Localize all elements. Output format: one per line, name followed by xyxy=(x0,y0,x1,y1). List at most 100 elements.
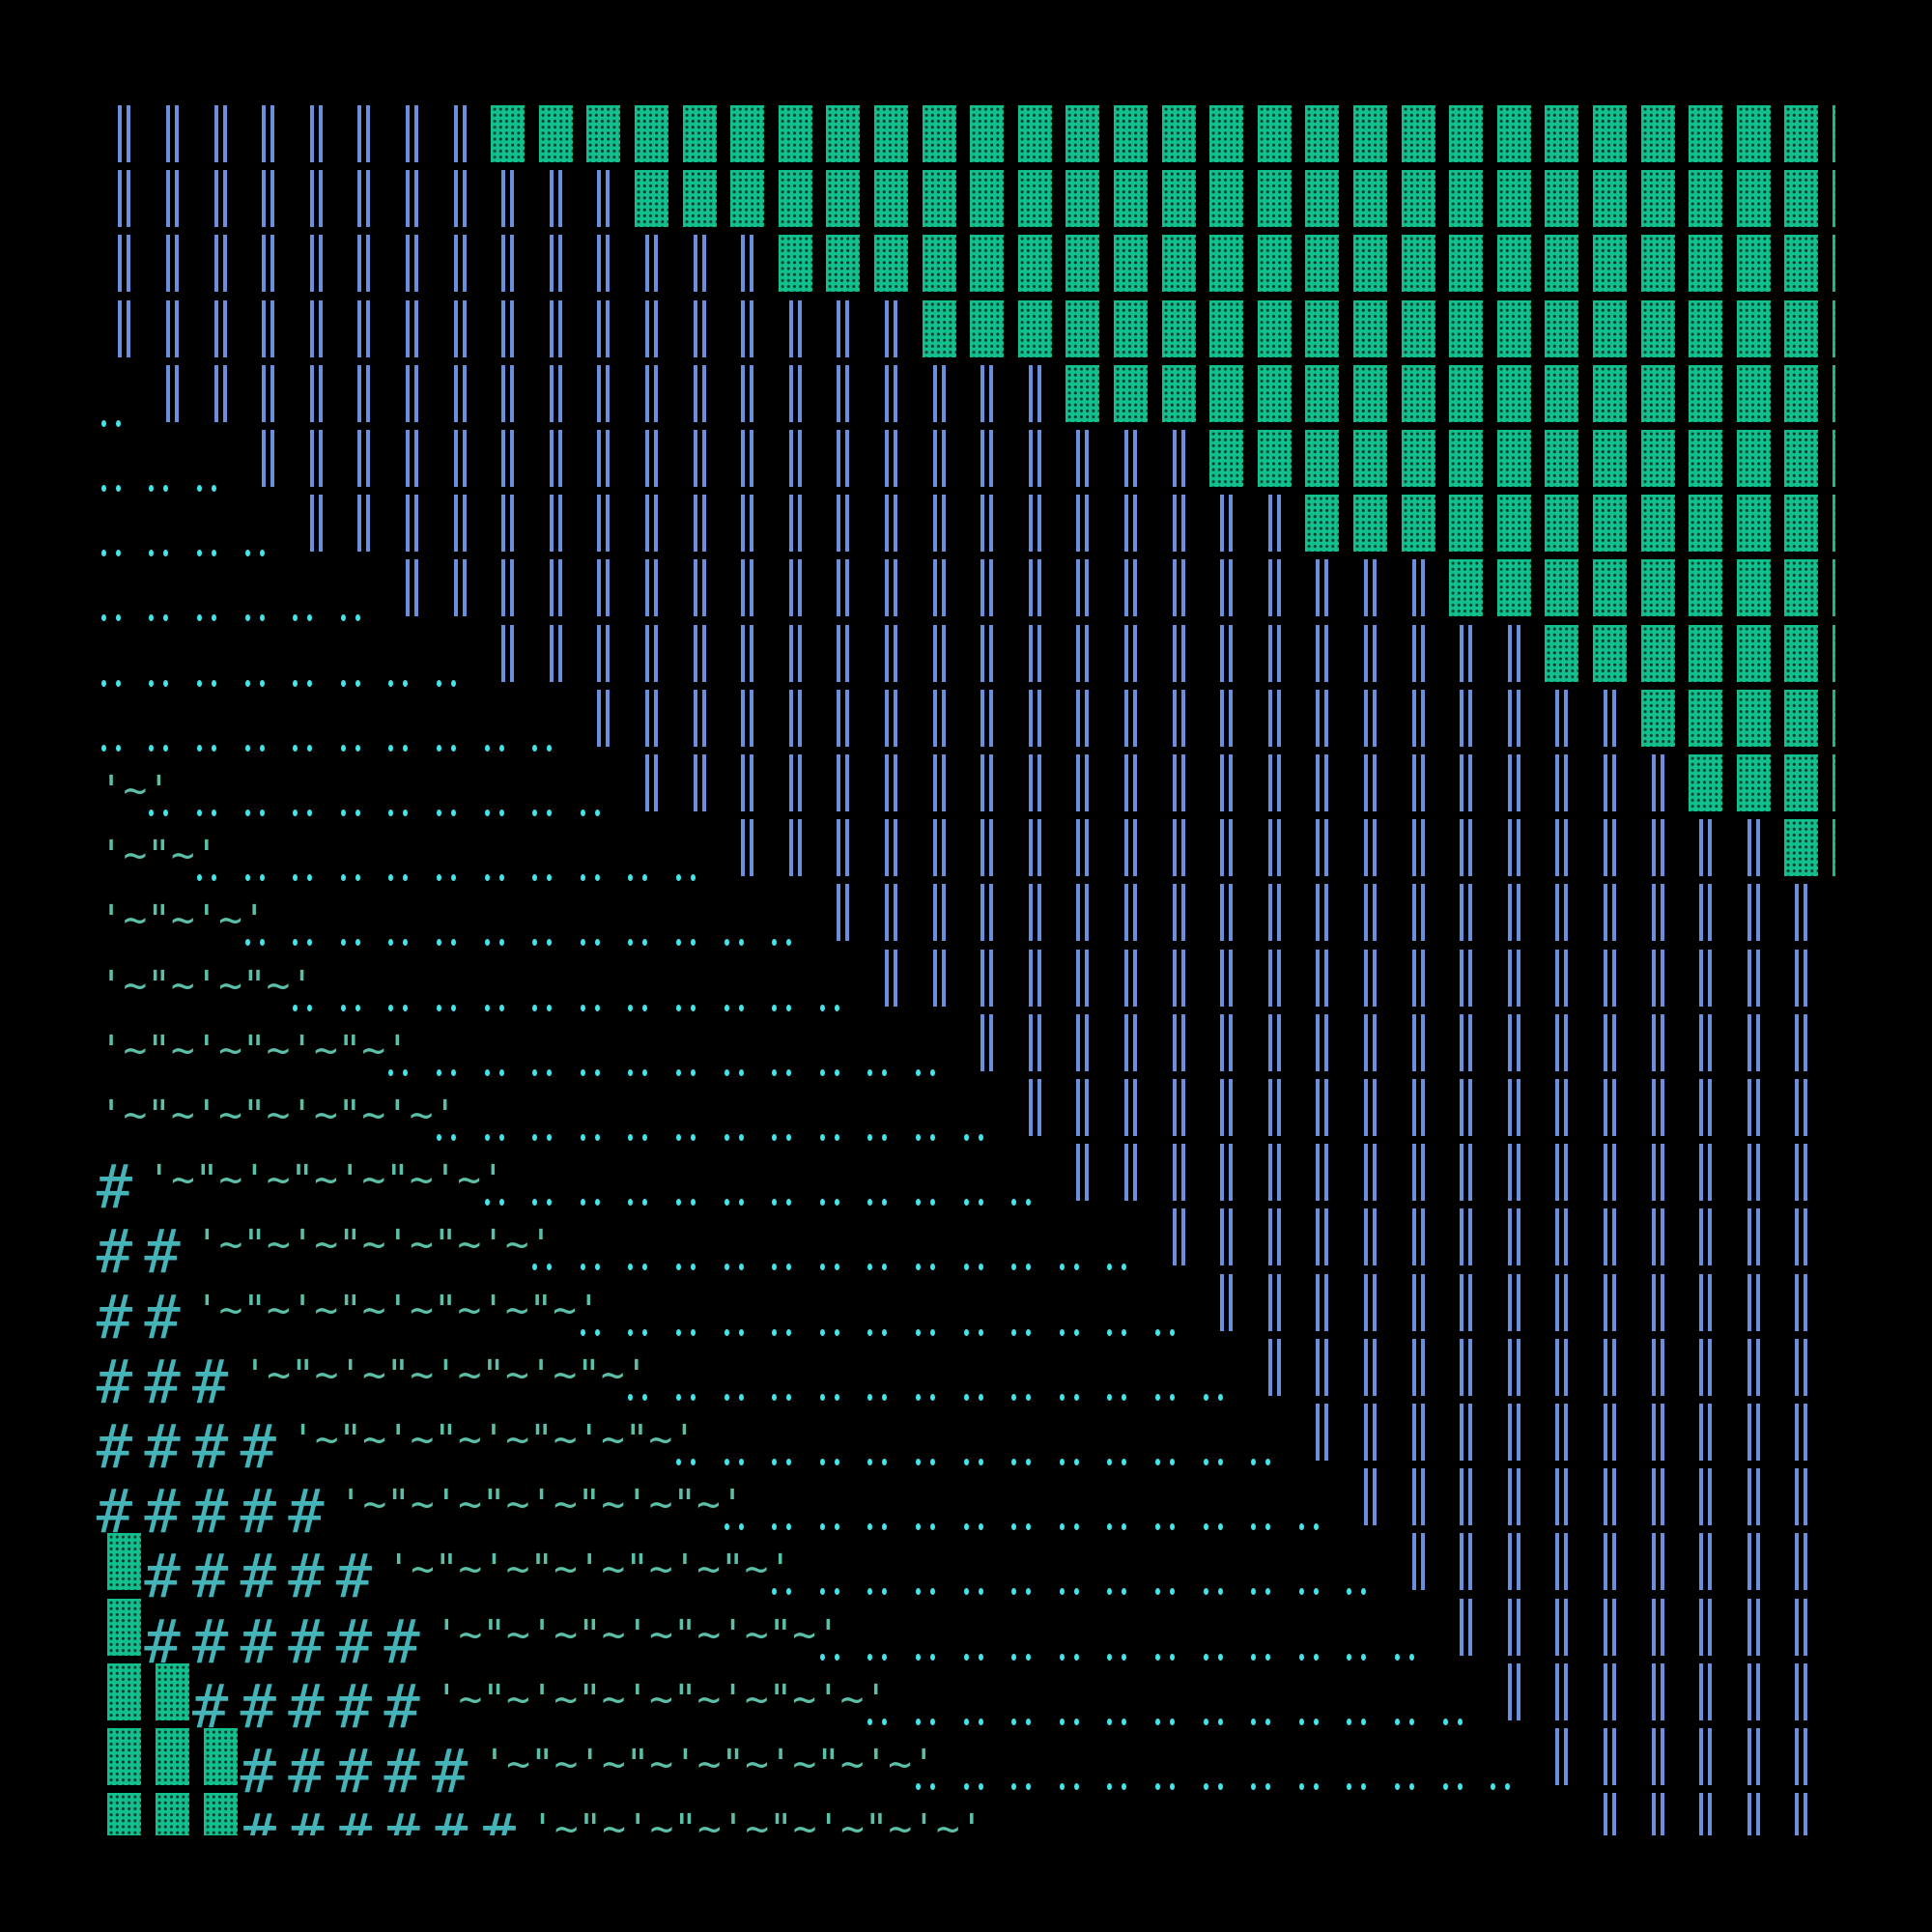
hash-glyph: # xyxy=(480,1806,516,1835)
double-bar-glyph xyxy=(1028,495,1041,553)
dots-glyph xyxy=(1073,1328,1079,1336)
block-glyph xyxy=(1689,624,1723,682)
double-bar-glyph xyxy=(1220,754,1234,811)
double-bar-glyph xyxy=(405,299,418,357)
double-bar-glyph xyxy=(980,495,994,553)
dots-glyph xyxy=(882,1718,888,1725)
dots-glyph xyxy=(1251,1459,1257,1465)
block-glyph xyxy=(1640,299,1675,357)
dots-glyph xyxy=(691,874,696,882)
dots-glyph xyxy=(498,1068,504,1076)
block-glyph xyxy=(1545,495,1579,553)
dots-glyph xyxy=(882,1199,888,1207)
dots-glyph xyxy=(532,874,538,882)
double-bar-glyph xyxy=(837,495,850,553)
double-bar-glyph xyxy=(1507,1338,1520,1396)
double-bar-glyph xyxy=(1267,689,1281,747)
dots-glyph xyxy=(642,1393,648,1401)
block-glyph xyxy=(970,170,1005,228)
block-glyph xyxy=(1352,105,1387,162)
tilde-glyph-string: '~"~'~"~'~"~' xyxy=(99,1026,410,1073)
dots-glyph xyxy=(1122,1393,1127,1401)
block-glyph xyxy=(1832,430,1835,487)
double-bar-glyph xyxy=(980,949,994,1007)
double-bar-glyph xyxy=(1172,1144,1185,1202)
dots-glyph xyxy=(340,614,346,622)
block-glyph xyxy=(1496,559,1531,617)
dots-glyph xyxy=(437,679,441,687)
block-glyph xyxy=(107,1533,142,1591)
double-bar-glyph xyxy=(884,884,897,942)
double-bar-glyph xyxy=(1123,430,1137,487)
double-bar-glyph xyxy=(1267,1013,1281,1071)
double-bar-glyph xyxy=(1363,689,1377,747)
tilde-glyph-string: '~"~'~"~'~"~'~"~' xyxy=(195,1286,601,1333)
double-bar-glyph xyxy=(693,559,706,617)
double-bar-glyph xyxy=(884,624,897,682)
double-bar-glyph xyxy=(262,235,275,293)
double-bar-glyph xyxy=(1220,1013,1234,1071)
double-bar-glyph xyxy=(1699,1793,1713,1835)
double-bar-glyph xyxy=(1172,430,1185,487)
block-glyph xyxy=(1592,105,1627,162)
dots-glyph xyxy=(724,1523,729,1531)
block-glyph xyxy=(1496,495,1531,553)
dots-glyph xyxy=(738,1523,744,1531)
dots-glyph xyxy=(978,1718,983,1725)
dots-glyph xyxy=(834,1523,839,1531)
double-bar-glyph xyxy=(1076,1013,1090,1071)
block-glyph xyxy=(1161,105,1196,162)
double-bar-glyph xyxy=(1123,624,1137,682)
dots-glyph xyxy=(1026,1653,1032,1661)
dots-glyph xyxy=(100,744,106,752)
block-glyph xyxy=(1209,430,1244,487)
double-bar-glyph xyxy=(1460,689,1473,747)
double-bar-glyph xyxy=(118,170,131,228)
block-glyph xyxy=(1640,495,1675,553)
double-bar-glyph xyxy=(1555,1273,1569,1331)
double-bar-glyph xyxy=(1172,624,1185,682)
dots-glyph xyxy=(1155,1653,1160,1661)
dots-glyph xyxy=(676,1264,681,1271)
double-bar-glyph xyxy=(1507,949,1520,1007)
dots-glyph xyxy=(547,1068,553,1076)
double-bar-glyph xyxy=(1076,819,1090,877)
dots-glyph xyxy=(403,939,409,947)
dots-glyph xyxy=(498,874,504,882)
dots-glyph xyxy=(1011,1264,1017,1271)
dots-glyph xyxy=(149,485,155,492)
double-bar-glyph xyxy=(597,495,611,553)
hash-glyph: # xyxy=(144,1411,181,1482)
dots-glyph xyxy=(437,810,441,816)
double-bar-glyph xyxy=(1747,1662,1760,1720)
double-bar-glyph xyxy=(1651,819,1664,877)
double-bar-glyph xyxy=(1603,884,1616,942)
double-bar-glyph xyxy=(837,430,850,487)
dots-glyph xyxy=(1107,1264,1113,1271)
double-bar-glyph xyxy=(1747,1793,1760,1835)
block-glyph xyxy=(778,105,812,162)
dots-glyph xyxy=(1122,1523,1127,1531)
double-bar-glyph xyxy=(1603,1793,1616,1835)
double-bar-glyph xyxy=(357,170,371,228)
double-bar-glyph xyxy=(1220,1208,1234,1266)
block-glyph xyxy=(155,1662,189,1720)
dots-glyph xyxy=(498,810,504,816)
double-bar-glyph xyxy=(501,235,515,293)
block-glyph xyxy=(873,170,908,228)
block-glyph xyxy=(1640,624,1675,682)
double-bar-glyph xyxy=(405,364,418,422)
double-bar-glyph xyxy=(980,364,994,422)
block-glyph xyxy=(826,235,861,293)
double-bar-glyph xyxy=(1651,1793,1664,1835)
dots-glyph xyxy=(882,1264,888,1271)
dots-glyph xyxy=(916,1783,921,1790)
hash-glyph: # xyxy=(240,1736,276,1806)
dots-glyph xyxy=(163,744,169,752)
double-bar-glyph xyxy=(1555,1404,1569,1461)
block-glyph xyxy=(1592,559,1627,617)
dots-glyph xyxy=(451,1068,456,1076)
dots-glyph xyxy=(1107,1588,1113,1596)
double-bar-glyph xyxy=(165,235,179,293)
block-glyph xyxy=(1784,170,1819,228)
